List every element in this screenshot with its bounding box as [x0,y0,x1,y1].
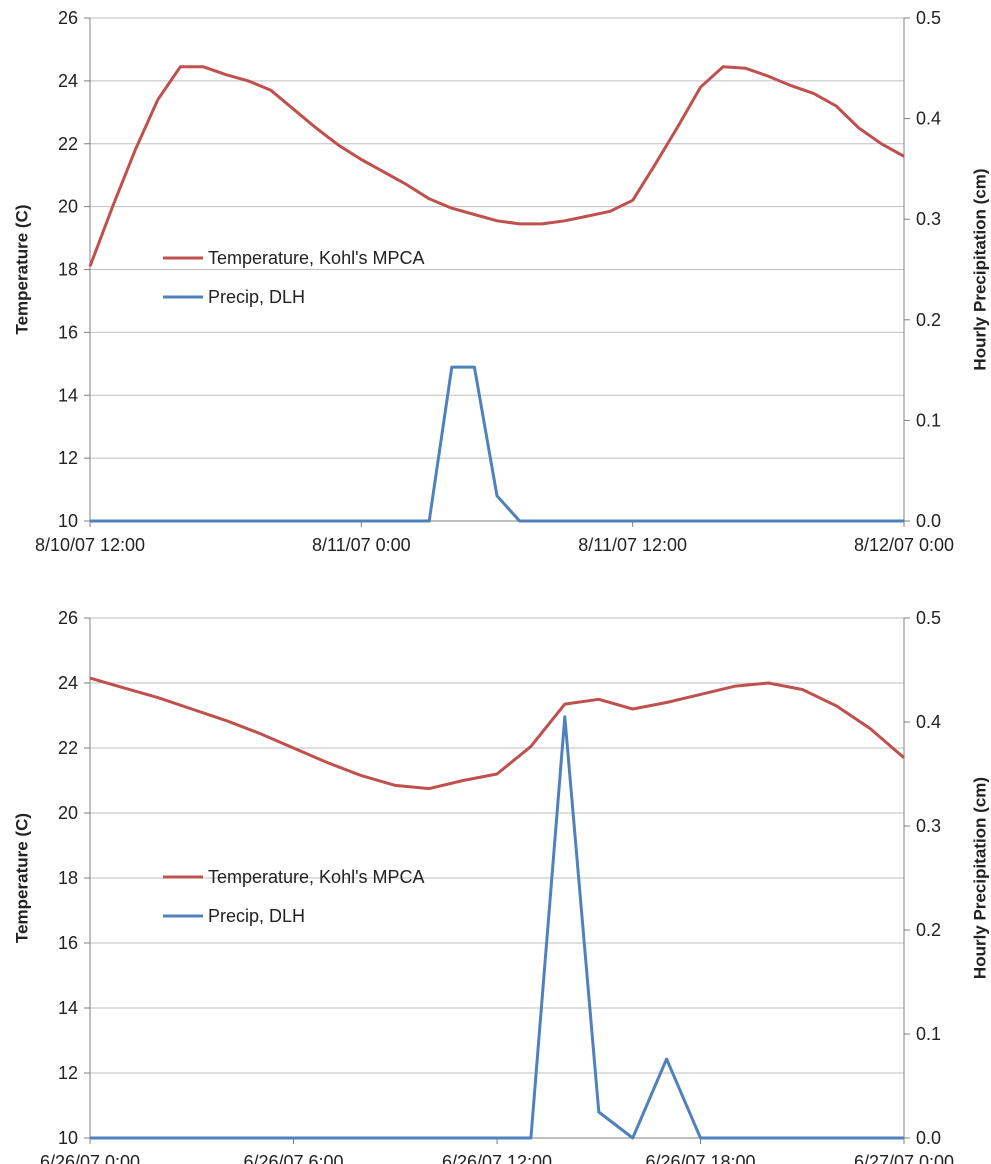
right-tick-label: 0.5 [916,608,941,628]
chart-canvas: 10 12 14 16 18 20 22 24 26 0.0 0.1 0.2 0.3 0.4 0.5 6/26… [13,608,990,1164]
x-tick-label: 6/26/07 0:00 [40,1152,140,1164]
legend-label: Temperature, Kohl's MPCA [208,867,425,887]
legend-label: Precip, DLH [208,906,305,926]
y-left-axis-title: Temperature (C) [13,813,32,943]
x-tick-label: 8/11/07 0:00 [312,535,411,555]
y-right-axis-title: Hourly Precipitation (cm) [971,777,990,979]
left-tick-label: 12 [58,1063,78,1083]
temperature-precip-chart-june: 10 12 14 16 18 20 22 24 26 0.0 0.1 0.2 0.3 0.4 0.5 6/26… [0,584,991,1164]
series-line-temperature [88,65,905,267]
right-tick-label: 0.4 [916,109,941,129]
x-tick-label: 6/26/07 6:00 [243,1152,343,1164]
left-tick-label: 14 [58,385,78,405]
series-line-precip [90,365,904,523]
series-line-temperature [89,676,905,791]
left-tick-label: 10 [58,511,78,531]
right-tick-label: 0.2 [916,310,941,330]
y-right-axis-title: Hourly Precipitation (cm) [971,168,990,370]
chart-canvas: 10 12 14 16 18 20 22 24 26 0.0 0.1 0.2 0.3 0.4 0.5 8/10… [13,8,990,555]
left-tick-label: 16 [58,322,78,342]
right-tick-label: 0.3 [916,209,941,229]
x-tick-label: 6/26/07 18:00 [645,1152,755,1164]
left-tick-label: 20 [58,197,78,217]
left-tick-label: 14 [58,998,78,1018]
right-tick-label: 0.0 [916,511,941,531]
left-tick-label: 26 [58,8,78,28]
right-tick-label: 0.1 [916,1024,941,1044]
y-left-axis-title: Temperature (C) [13,204,32,334]
left-tick-label: 10 [58,1128,78,1148]
temperature-precip-chart-august: 10 12 14 16 18 20 22 24 26 0.0 0.1 0.2 0.3 0.4 0.5 8/10… [0,0,991,580]
right-tick-label: 0.0 [916,1128,941,1148]
legend-label: Temperature, Kohl's MPCA [208,248,425,268]
left-tick-label: 24 [58,71,78,91]
left-tick-label: 20 [58,803,78,823]
left-tick-label: 22 [58,134,78,154]
series-line-precip [90,715,904,1140]
left-tick-label: 18 [58,260,78,280]
right-tick-label: 0.3 [916,816,941,836]
x-tick-label: 8/11/07 12:00 [578,535,687,555]
x-tick-label: 6/26/07 12:00 [442,1152,552,1164]
left-tick-label: 12 [58,448,78,468]
right-tick-label: 0.2 [916,920,941,940]
right-tick-label: 0.4 [916,712,941,732]
x-tick-label: 8/12/07 0:00 [854,535,954,555]
left-tick-label: 22 [58,738,78,758]
left-tick-label: 26 [58,608,78,628]
right-tick-label: 0.5 [916,8,941,28]
x-tick-label: 6/27/07 0:00 [854,1152,954,1164]
right-tick-label: 0.1 [916,410,941,430]
legend-label: Precip, DLH [208,287,305,307]
x-tick-label: 8/10/07 12:00 [35,535,145,555]
left-tick-label: 16 [58,933,78,953]
left-tick-label: 24 [58,673,78,693]
left-tick-label: 18 [58,868,78,888]
